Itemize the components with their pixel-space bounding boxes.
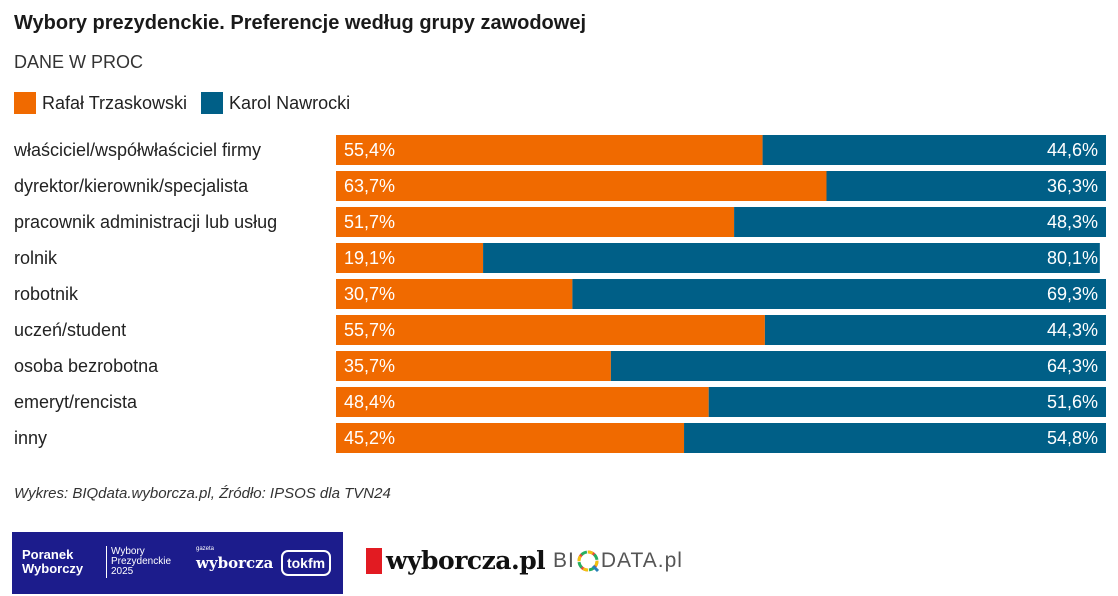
bar-segment-nawrocki <box>762 135 1106 165</box>
bar-segment-nawrocki <box>684 423 1106 453</box>
bar-segment-nawrocki <box>572 279 1106 309</box>
category-label: robotnik <box>14 284 79 304</box>
data-label: 51,7% <box>344 212 395 232</box>
category-label: rolnik <box>14 248 58 268</box>
bar-row: emeryt/rencista 48,4% 51,6% <box>14 387 1106 417</box>
legend-label-trzaskowski: Rafał Trzaskowski <box>42 92 188 113</box>
bar-segment-trzaskowski <box>336 387 709 417</box>
legend-swatch-nawrocki <box>201 92 224 114</box>
wyborcza-pl-logo[interactable]: wyborcza.pl <box>366 546 546 575</box>
source-note: Wykres: BIQdata.wyborcza.pl, Źródło: IPS… <box>14 485 391 502</box>
data-label: 44,3% <box>1047 320 1098 340</box>
wyborcza-pl-text: wyborcza.pl <box>386 546 546 575</box>
poranek-wyborczy-banner[interactable]: Poranek Wyborczy Wybory Prezydenckie 202… <box>12 532 343 594</box>
data-label: 55,7% <box>344 320 395 340</box>
bar-segment-nawrocki <box>826 171 1106 201</box>
banner-wyborcza-logo: gazeta wyborcza <box>196 546 274 572</box>
category-label: emeryt/rencista <box>14 392 138 412</box>
biqdata-left-text: BI <box>553 549 575 572</box>
data-label: 54,8% <box>1047 428 1098 448</box>
bar-row: robotnik 30,7% 69,3% <box>14 279 1106 309</box>
bar-segment-nawrocki <box>483 243 1100 273</box>
biqdata-right-text: DATA.pl <box>600 549 683 572</box>
bar-segment-trzaskowski <box>336 279 573 309</box>
chart-title: Wybory prezydenckie. Preferencje według … <box>14 12 587 34</box>
data-label: 36,3% <box>1047 176 1098 196</box>
bar-segment-trzaskowski <box>336 171 827 201</box>
chart-subtitle: DANE W PROC <box>14 52 144 72</box>
stacked-bar-chart: właściciel/współwłaściciel firmy 55,4% 44,… <box>13 135 1106 453</box>
legend-label-nawrocki: Karol Nawrocki <box>229 92 351 113</box>
banner-gazeta-text: gazeta <box>196 546 215 552</box>
data-label: 64,3% <box>1047 356 1098 376</box>
category-label: pracownik administracji lub usług <box>14 212 277 232</box>
data-label: 19,1% <box>344 248 395 268</box>
banner-divider <box>106 546 107 578</box>
wyborcza-red-square-icon <box>366 547 382 574</box>
category-label: właściciel/współwłaściciel firmy <box>13 140 261 160</box>
data-label: 51,6% <box>1047 392 1098 412</box>
bar-segment-trzaskowski <box>336 135 763 165</box>
category-label: osoba bezrobotna <box>14 356 159 376</box>
banner-subtitle: Wybory Prezydenckie 2025 <box>111 546 172 577</box>
category-label: uczeń/student <box>14 320 126 340</box>
biqdata-logo[interactable]: BI DATA.pl <box>553 549 683 573</box>
tokfm-logo: tokfm <box>281 550 331 576</box>
bar-row: pracownik administracji lub usług 51,7% 48… <box>14 207 1106 237</box>
data-label: 69,3% <box>1047 284 1098 304</box>
data-label: 55,4% <box>344 140 395 160</box>
data-label: 44,6% <box>1047 140 1098 160</box>
biqdata-q-ring-icon <box>577 550 599 573</box>
bar-row: inny 45,2% 54,8% <box>14 423 1106 453</box>
bar-segment-trzaskowski <box>336 315 765 345</box>
banner-title: Poranek Wyborczy <box>22 547 84 576</box>
legend-item-nawrocki: Karol Nawrocki <box>201 92 350 114</box>
bar-segment-nawrocki <box>708 387 1106 417</box>
category-label: inny <box>14 428 47 448</box>
data-label: 48,3% <box>1047 212 1098 232</box>
bar-segment-nawrocki <box>610 351 1106 381</box>
category-label: dyrektor/kierownik/specjalista <box>14 176 249 196</box>
bar-segment-trzaskowski <box>336 423 685 453</box>
data-label: 30,7% <box>344 284 395 304</box>
data-label: 35,7% <box>344 356 395 376</box>
bar-segment-trzaskowski <box>336 243 484 273</box>
data-label: 48,4% <box>344 392 395 412</box>
bar-row: dyrektor/kierownik/specjalista 63,7% 36,3% <box>14 171 1106 201</box>
bar-row: osoba bezrobotna 35,7% 64,3% <box>14 351 1106 381</box>
legend-swatch-trzaskowski <box>14 92 36 114</box>
bar-segment-trzaskowski <box>336 351 611 381</box>
banner-wyborcza-text: wyborcza <box>196 554 274 572</box>
legend: Rafał Trzaskowski Karol Nawrocki <box>14 92 364 114</box>
data-label: 63,7% <box>344 176 395 196</box>
bar-row: uczeń/student 55,7% 44,3% <box>14 315 1106 345</box>
bar-segment-nawrocki <box>734 207 1106 237</box>
data-label: 45,2% <box>344 428 395 448</box>
bar-segment-trzaskowski <box>336 207 735 237</box>
bar-row: rolnik 19,1% 80,1% <box>14 243 1100 273</box>
bar-segment-nawrocki <box>764 315 1106 345</box>
bar-row: właściciel/współwłaściciel firmy 55,4% 44,… <box>13 135 1106 165</box>
data-label: 80,1% <box>1047 248 1098 268</box>
legend-item-trzaskowski: Rafał Trzaskowski <box>14 92 187 114</box>
